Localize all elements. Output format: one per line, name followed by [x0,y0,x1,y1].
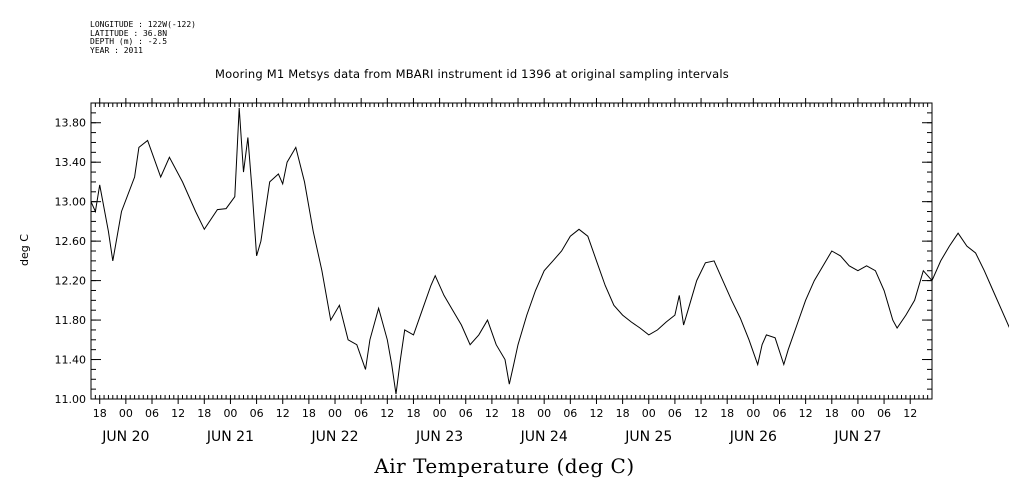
x-tick-label: 12 [485,407,499,420]
longitude-text: LONGITUDE : 122W(-122) [90,20,196,29]
x-tick-label: 18 [406,407,420,420]
x-tick-label: 12 [799,407,813,420]
x-day-label: JUN 23 [415,429,463,445]
x-tick-label: 00 [223,407,237,420]
latitude-text: LATITUDE : 36.8N [90,28,168,38]
x-day-label: JUN 20 [101,429,149,445]
x-tick-label: 12 [276,407,290,420]
x-tick-label: 06 [354,407,368,420]
year-text: YEAR : 2011 [90,45,143,55]
y-tick-label: 11.40 [55,354,87,367]
tick-marks [90,98,933,404]
x-tick-label: 18 [825,407,839,420]
y-tick-label: 11.00 [55,393,87,406]
plot-frame [90,102,933,400]
x-tick-label: 06 [250,407,264,420]
x-tick-label: 18 [616,407,630,420]
x-tick-label: 12 [694,407,708,420]
x-tick-label: 18 [197,407,211,420]
tick-labels: 18 00 06 12 18 00 06 12 18 00 06 12 18 00 06 12 18 00 06 12… [55,117,918,445]
x-tick-label: 18 [720,407,734,420]
x-tick-label: 06 [877,407,891,420]
y-tick-label: 12.60 [55,235,87,248]
x-tick-label: 12 [171,407,185,420]
x-tick-label: 00 [851,407,865,420]
y-tick-label: 13.00 [55,196,87,209]
x-tick-label: 00 [642,407,656,420]
x-tick-label: 18 [511,407,525,420]
x-day-label: JUN 24 [520,429,568,445]
x-tick-label: 12 [380,407,394,420]
x-tick-label: 06 [145,407,159,420]
x-tick-label: 18 [93,407,107,420]
x-tick-label: 00 [328,407,342,420]
chart-title: Mooring M1 Metsys data from MBARI instru… [215,67,729,81]
x-tick-label: 06 [772,407,786,420]
x-tick-label: 12 [589,407,603,420]
depth-text: DEPTH (m) : -2.5 [90,37,168,47]
metadata-block: LONGITUDE : 122W(-122) LATITUDE : 36.8N … [90,20,196,55]
y-tick-label: 13.80 [55,117,87,130]
x-day-label: JUN 27 [833,429,881,445]
x-tick-label: 00 [746,407,760,420]
x-axis-title: Air Temperature (deg C) [374,454,635,478]
x-day-label: JUN 22 [310,429,358,445]
x-tick-label: 00 [119,407,133,420]
x-tick-label: 00 [537,407,551,420]
x-tick-label: 12 [903,407,917,420]
x-tick-label: 06 [668,407,682,420]
x-day-label: JUN 21 [206,429,254,445]
x-tick-label: 00 [433,407,447,420]
x-day-label: JUN 26 [729,429,777,445]
x-tick-label: 06 [563,407,577,420]
y-tick-label: 13.40 [55,156,87,169]
x-day-label: JUN 25 [624,429,672,445]
x-tick-label: 06 [459,407,473,420]
y-tick-label: 11.80 [55,314,87,327]
air-temperature-line [90,107,1009,395]
y-tick-label: 12.20 [55,275,87,288]
x-tick-label: 18 [302,407,316,420]
